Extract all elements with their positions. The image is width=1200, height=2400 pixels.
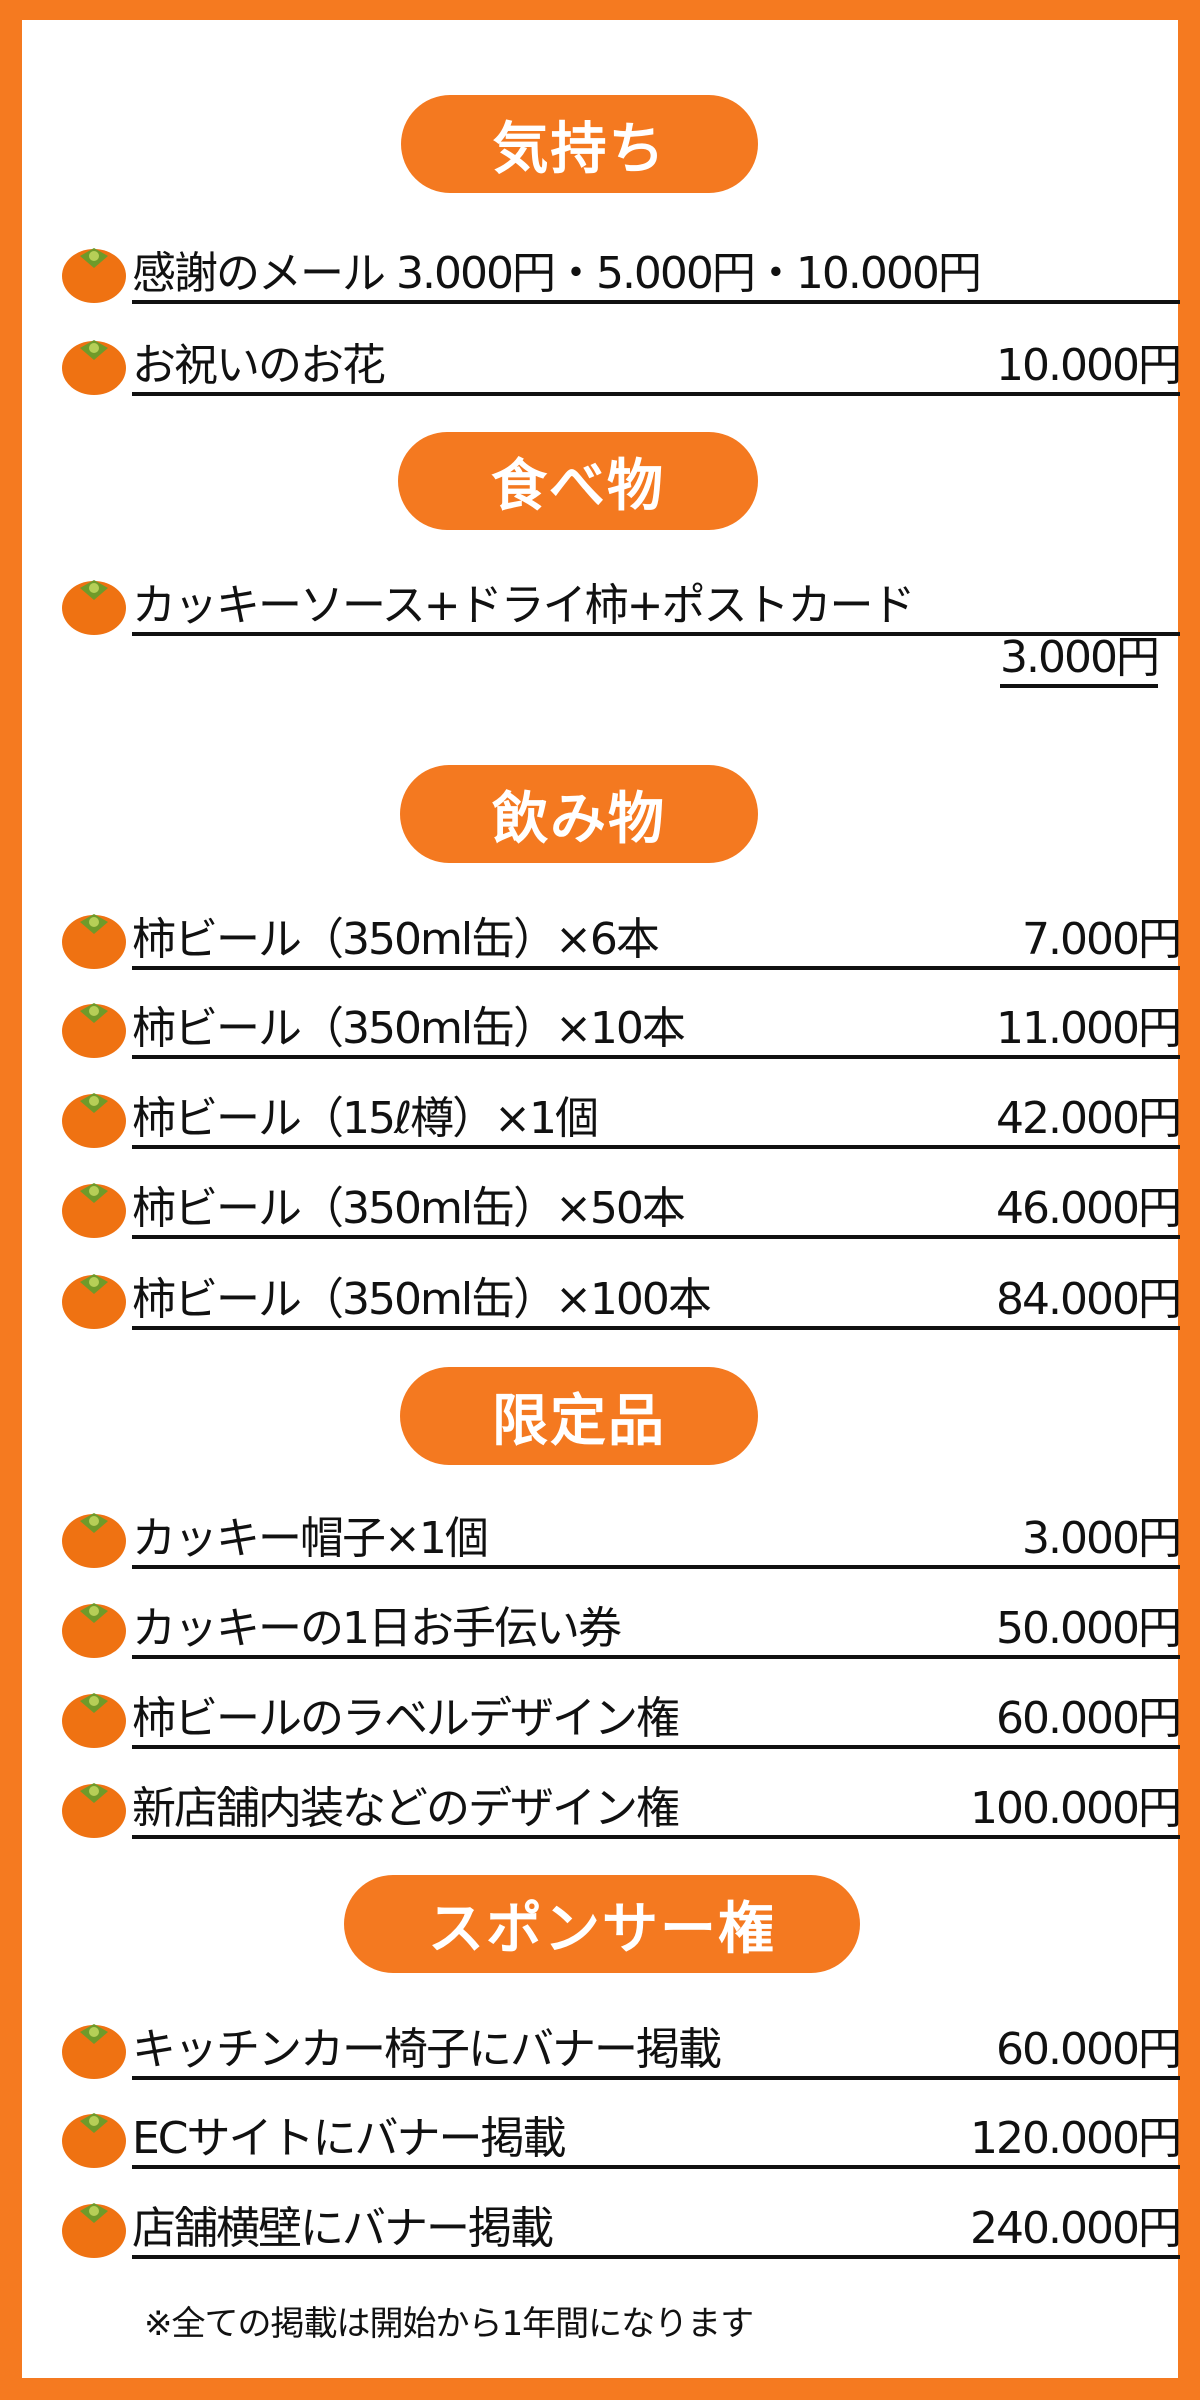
item-line: お祝いのお花 10.000円 — [132, 326, 1182, 396]
persimmon-icon — [60, 993, 128, 1059]
item-line: 柿ビールのラベルデザイン権 60.000円 — [132, 1679, 1182, 1749]
menu-item: カッキーソース+ドライ柿+ポストカード 3.000円 — [60, 566, 1180, 688]
persimmon-icon — [60, 2103, 128, 2169]
item-name: カッキー帽子×1個 — [132, 1513, 489, 1564]
section-header: スポンサー権 — [344, 1875, 860, 1973]
item-line: 新店舗内装などのデザイン権 100.000円 — [132, 1769, 1182, 1839]
menu-item: カッキー帽子×1個 3.000円 — [60, 1499, 1182, 1569]
persimmon-icon — [60, 1264, 128, 1330]
item-line: カッキー帽子×1個 3.000円 — [132, 1499, 1182, 1569]
item-name: お祝いのお花 — [132, 340, 386, 391]
menu-item: 柿ビール（15ℓ樽）×1個 42.000円 — [60, 1079, 1182, 1149]
menu-item: ECサイトにバナー掲載 120.000円 — [60, 2099, 1182, 2169]
menu-item: 感謝のメール 3.000円・5.000円・10.000円 — [60, 234, 1180, 304]
item-line: カッキーの1日お手伝い券 50.000円 — [132, 1589, 1182, 1659]
item-line: 柿ビール（350ml缶）×50本 46.000円 — [132, 1169, 1182, 1239]
persimmon-icon — [60, 2193, 128, 2259]
item-price: 46.000円 — [996, 1183, 1182, 1234]
item-name: 柿ビール（15ℓ樽）×1個 — [132, 1093, 599, 1144]
persimmon-icon — [60, 904, 128, 970]
item-name: 柿ビールのラベルデザイン権 — [132, 1693, 680, 1744]
menu-item: 柿ビール（350ml缶）×50本 46.000円 — [60, 1169, 1182, 1239]
menu-item: 柿ビール（350ml缶）×10本 11.000円 — [60, 989, 1182, 1059]
menu-item: 柿ビール（350ml缶）×6本 7.000円 — [60, 900, 1182, 970]
persimmon-icon — [60, 1773, 128, 1839]
item-line: 柿ビール（350ml缶）×100本 84.000円 — [132, 1260, 1182, 1330]
item-price: 60.000円 — [996, 1693, 1182, 1744]
persimmon-icon — [60, 1593, 128, 1659]
item-price: 84.000円 — [996, 1274, 1182, 1325]
item-price: 60.000円 — [996, 2024, 1182, 2075]
item-line: ECサイトにバナー掲載 120.000円 — [132, 2099, 1182, 2169]
item-price: 240.000円 — [970, 2203, 1182, 2254]
item-name: 柿ビール（350ml缶）×50本 — [132, 1183, 686, 1234]
item-name: カッキーの1日お手伝い券 — [132, 1603, 622, 1654]
menu-item: 柿ビールのラベルデザイン権 60.000円 — [60, 1679, 1182, 1749]
menu-card: ※全ての掲載は開始から1年間になります 気持ち感謝のメール 3.000円・5.0… — [22, 20, 1182, 2378]
item-price: 3.000円 — [1000, 636, 1160, 688]
item-price: 10.000円 — [996, 340, 1182, 391]
item-name: 感謝のメール 3.000円・5.000円・10.000円 — [132, 248, 982, 299]
item-price: 7.000円 — [1022, 914, 1182, 965]
section-header: 飲み物 — [400, 765, 758, 863]
item-line: カッキーソース+ドライ柿+ポストカード — [132, 566, 1180, 636]
persimmon-icon — [60, 238, 128, 304]
persimmon-icon — [60, 330, 128, 396]
item-name: 店舗横壁にバナー掲載 — [132, 2203, 554, 2254]
item-name: ECサイトにバナー掲載 — [132, 2113, 567, 2164]
item-price: 42.000円 — [996, 1093, 1182, 1144]
item-price: 50.000円 — [996, 1603, 1182, 1654]
item-name: 柿ビール（350ml缶）×100本 — [132, 1274, 712, 1325]
persimmon-icon — [60, 570, 128, 636]
menu-item: 柿ビール（350ml缶）×100本 84.000円 — [60, 1260, 1182, 1330]
menu-item: 店舗横壁にバナー掲載 240.000円 — [60, 2189, 1182, 2259]
persimmon-icon — [60, 1173, 128, 1239]
section-header: 限定品 — [400, 1367, 758, 1465]
menu-item: カッキーの1日お手伝い券 50.000円 — [60, 1589, 1182, 1659]
menu-item: 新店舗内装などのデザイン権 100.000円 — [60, 1769, 1182, 1839]
item-name: 柿ビール（350ml缶）×10本 — [132, 1003, 686, 1054]
footnote: ※全ての掲載は開始から1年間になります — [144, 2304, 754, 2344]
item-price: 11.000円 — [996, 1003, 1182, 1054]
item-line: 柿ビール（350ml缶）×10本 11.000円 — [132, 989, 1182, 1059]
item-name: 新店舗内装などのデザイン権 — [132, 1783, 680, 1834]
persimmon-icon — [60, 2014, 128, 2080]
persimmon-icon — [60, 1683, 128, 1749]
item-name: カッキーソース+ドライ柿+ポストカード — [132, 580, 916, 631]
menu-item: キッチンカー椅子にバナー掲載 60.000円 — [60, 2010, 1182, 2080]
persimmon-icon — [60, 1083, 128, 1149]
menu-item: お祝いのお花 10.000円 — [60, 326, 1182, 396]
item-line: 柿ビール（15ℓ樽）×1個 42.000円 — [132, 1079, 1182, 1149]
persimmon-icon — [60, 1503, 128, 1569]
section-header: 食べ物 — [398, 432, 758, 530]
item-line: キッチンカー椅子にバナー掲載 60.000円 — [132, 2010, 1182, 2080]
item-line: 店舗横壁にバナー掲載 240.000円 — [132, 2189, 1182, 2259]
item-price: 120.000円 — [970, 2113, 1182, 2164]
item-name: 柿ビール（350ml缶）×6本 — [132, 914, 660, 965]
item-line: 柿ビール（350ml缶）×6本 7.000円 — [132, 900, 1182, 970]
item-price: 3.000円 — [1022, 1513, 1182, 1564]
item-price: 100.000円 — [970, 1783, 1182, 1834]
item-name: キッチンカー椅子にバナー掲載 — [132, 2024, 722, 2075]
section-header: 気持ち — [401, 95, 758, 193]
item-line: 感謝のメール 3.000円・5.000円・10.000円 — [132, 234, 1180, 304]
